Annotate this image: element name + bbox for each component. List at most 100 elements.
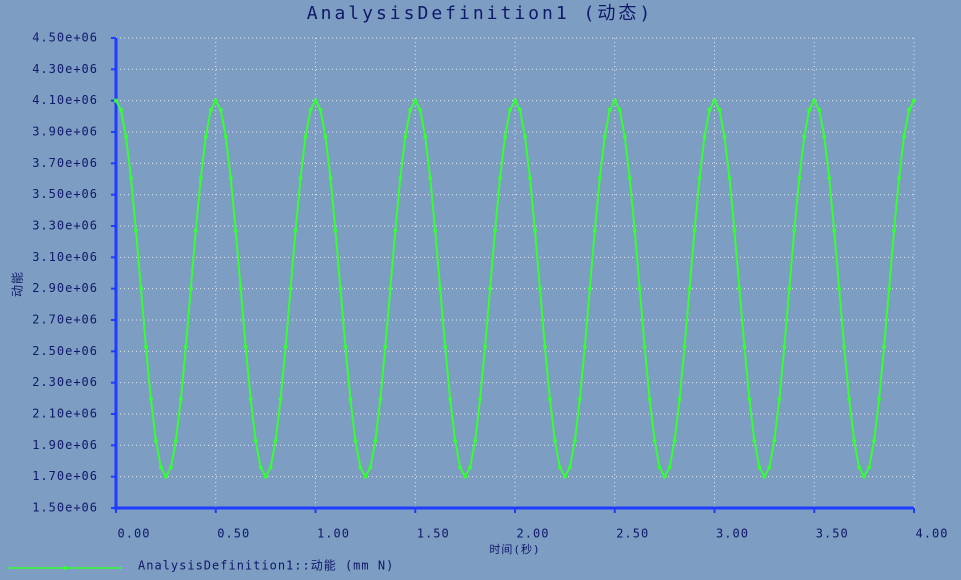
data-point [133,228,138,233]
data-point [547,397,552,402]
data-point [582,344,587,349]
data-point [832,228,837,233]
data-point [114,98,118,103]
data-point [193,228,198,233]
data-point [847,397,852,402]
data-point [542,344,547,349]
data-point [408,107,413,112]
data-point [248,397,253,402]
y-tick-label: 1.90e+06 [32,438,98,452]
data-point [872,438,877,443]
y-tick-label: 2.70e+06 [32,313,98,327]
data-point [722,134,727,139]
data-point [163,474,168,479]
x-tick-label: 1.00 [317,527,350,541]
data-point [522,134,527,139]
y-tick-label: 4.50e+06 [32,31,98,45]
data-point [532,228,537,233]
data-point [318,107,323,112]
data-point [353,438,358,443]
data-point [138,286,143,291]
x-tick-label: 0.00 [118,527,151,541]
data-point [762,474,767,479]
data-point [468,465,473,470]
data-point [493,228,498,233]
data-point [343,344,348,349]
legend-label: AnalysisDefinition1::动能 (mm N) [138,559,394,573]
data-point [313,98,318,103]
y-tick-label: 2.50e+06 [32,344,98,358]
data-point [368,465,373,470]
data-point [128,176,133,181]
data-point [228,176,233,181]
data-point [802,134,807,139]
data-point [912,98,916,103]
data-point [323,134,328,139]
data-point [707,107,712,112]
data-point [338,286,343,291]
data-point [383,344,388,349]
y-tick-label: 4.10e+06 [32,93,98,107]
data-point [842,344,847,349]
data-point [433,228,438,233]
data-point [652,438,657,443]
data-point [488,286,493,291]
data-point [438,286,443,291]
data-point [527,176,532,181]
x-tick-label: 2.50 [616,527,649,541]
data-point [687,286,692,291]
data-point [672,438,677,443]
data-point [552,438,557,443]
data-point [188,286,193,291]
data-point [717,107,722,112]
data-point [887,286,892,291]
data-point [273,438,278,443]
data-point [483,344,488,349]
y-axis-label: 动能 [11,271,25,297]
data-point [268,465,273,470]
data-point [403,134,408,139]
data-point [148,397,153,402]
data-point [862,474,867,479]
chart-title: AnalysisDefinition1 (动态) [307,3,653,24]
data-point [158,465,163,470]
y-tick-label: 3.50e+06 [32,187,98,201]
data-point [597,176,602,181]
data-point [732,228,737,233]
data-point [767,465,772,470]
data-point [373,438,378,443]
data-point [333,228,338,233]
data-point [123,134,128,139]
data-point [617,107,622,112]
data-point [253,438,258,443]
data-point [577,397,582,402]
data-point [298,176,303,181]
data-point [153,438,158,443]
data-point [458,465,463,470]
data-point [647,397,652,402]
data-point [498,176,503,181]
x-tick-label: 0.50 [217,527,250,541]
data-point [797,176,802,181]
data-point [233,228,238,233]
data-point [348,397,353,402]
data-point [398,176,403,181]
x-tick-label: 4.00 [916,527,949,541]
data-point [572,438,577,443]
data-point [727,176,732,181]
y-tick-label: 3.70e+06 [32,156,98,170]
data-point [258,465,263,470]
data-point [737,286,742,291]
data-point [562,474,567,479]
data-point [448,397,453,402]
data-point [278,397,283,402]
data-point [183,344,188,349]
data-point [503,134,508,139]
data-point [463,474,468,479]
data-point [852,438,857,443]
x-axis-label: 时间(秒) [489,542,540,556]
data-point [478,397,483,402]
data-point [537,286,542,291]
data-point [173,438,178,443]
